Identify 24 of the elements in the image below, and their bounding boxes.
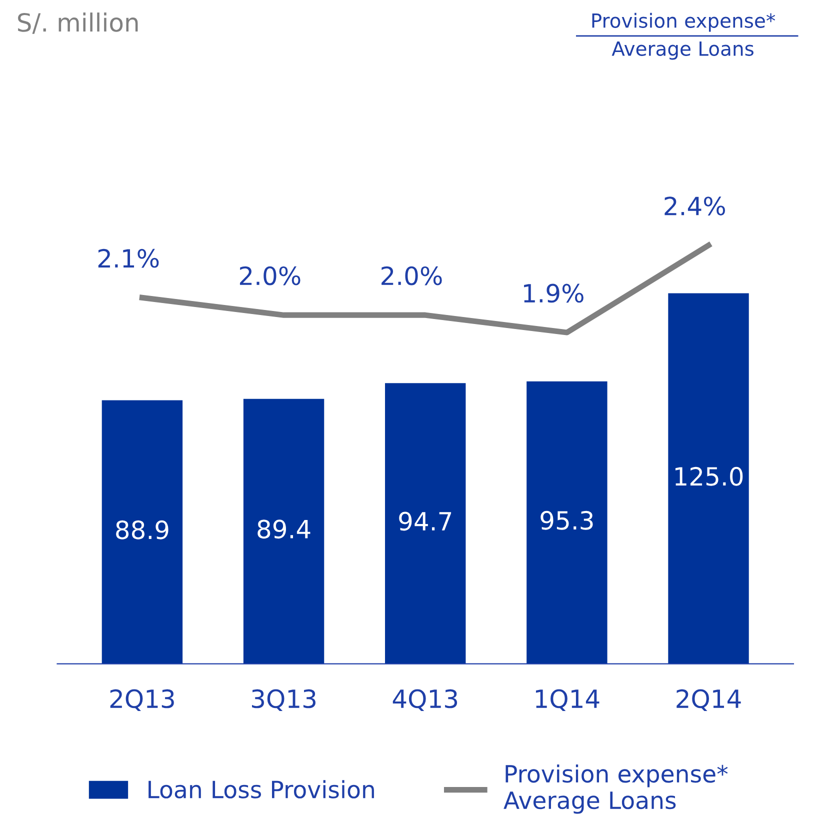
data-label: 2.1% [98,248,159,268]
bar [243,398,324,664]
data-label: 2.4% [664,196,725,216]
bar [385,383,466,664]
bar [526,381,608,664]
x-tick-label: 4Q13 [392,689,458,712]
data-label: 2.0% [382,266,442,286]
legend-label: Provision expense* Average Loans [504,764,728,814]
x-tick-label: 2Q13 [110,689,174,712]
data-label: 125.0 [675,466,743,486]
data-label: 95.3 [540,510,593,530]
data-label: 88.9 [116,520,168,540]
data-label: 94.7 [399,512,452,531]
data-label: 2.0% [240,266,300,286]
bar [668,293,749,664]
data-label: 1.9% [524,284,584,303]
x-tick-label: 1Q14 [536,689,600,712]
text: S/. million [18,12,138,34]
bar [102,400,183,664]
x-tick-label: 2Q14 [676,689,741,712]
legend-label: Loan Loss Provision [148,780,374,798]
data-label: 89.4 [258,520,310,539]
text: Provision expense* Average Loans [592,12,776,60]
x-tick-label: 3Q13 [252,689,316,712]
